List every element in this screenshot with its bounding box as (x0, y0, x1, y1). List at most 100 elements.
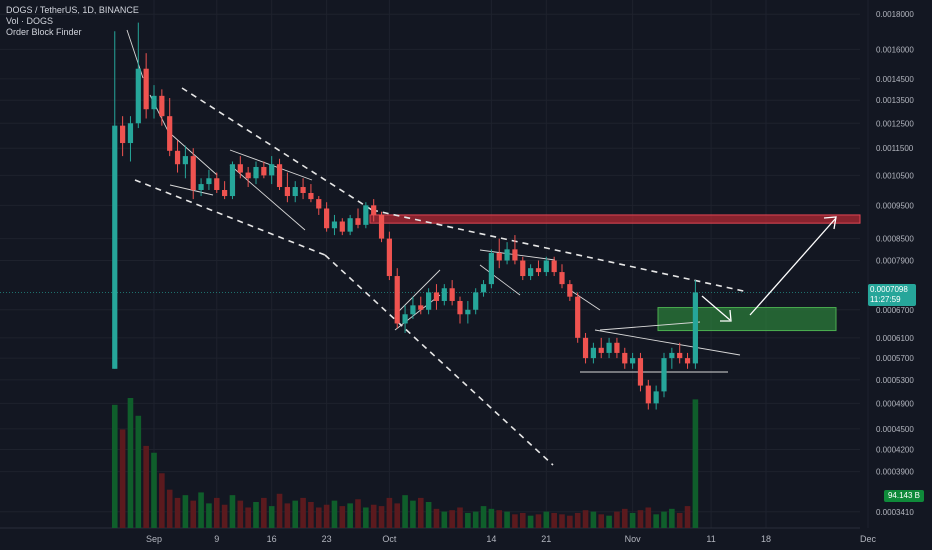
price-tick-label: 0.0007900 (876, 256, 914, 265)
candle-body (441, 288, 447, 301)
candle-body (378, 214, 385, 239)
candle-body (253, 166, 259, 179)
symbol-title[interactable]: DOGS / TetherUS, 1D, BINANCE (6, 5, 139, 15)
candle-body (402, 314, 408, 324)
trendline (599, 321, 701, 331)
candle-body (512, 249, 518, 261)
volume-bar (449, 510, 455, 528)
price-tick-label: 0.0006100 (876, 334, 914, 343)
volume-bar (488, 508, 495, 528)
trendline (479, 264, 521, 296)
candle-body (292, 187, 298, 197)
volume-bar (598, 514, 605, 528)
volume-bar (402, 495, 408, 528)
candle-body (151, 95, 157, 110)
candle-body (237, 164, 243, 173)
trendline (171, 134, 218, 176)
candle-body (692, 292, 698, 364)
candle-body (331, 221, 338, 229)
time-axis[interactable]: Sep 9 16 23 Oct 14 21 Nov 11 18 Dec (146, 534, 877, 544)
volume-bar (253, 502, 259, 528)
trendline (594, 329, 741, 356)
candle-body (590, 347, 596, 359)
volume-bar (645, 507, 652, 528)
resistance-zone (369, 214, 861, 224)
volume-bar (355, 499, 361, 528)
volume-bar (669, 508, 675, 528)
order-block-zones (0, 214, 861, 332)
candle-body (324, 208, 330, 229)
price-axis[interactable]: 0.0018000 0.0016000 0.0014500 0.0013500 0.00… (876, 10, 914, 517)
price-tick-label: 0.0004500 (876, 425, 914, 434)
candle-body (528, 268, 534, 277)
candle-body (222, 189, 228, 197)
price-tick-label: 0.0012500 (876, 119, 914, 128)
volume-indicator-label[interactable]: Vol · DOGS (6, 16, 54, 26)
volume-bar (661, 511, 667, 528)
candle-body (112, 125, 118, 369)
volume-bar (308, 502, 314, 528)
volume-bar (268, 506, 275, 528)
price-tick-label: 0.0008500 (876, 235, 914, 244)
volume-bar (512, 514, 518, 528)
candle-body (559, 272, 565, 285)
candle-body (182, 156, 188, 165)
trendline (394, 294, 441, 331)
volume-bar (543, 511, 550, 528)
candle-body (410, 305, 416, 315)
volume-bar (433, 508, 440, 528)
candle-body (394, 276, 400, 324)
price-tick-label: 0.0018000 (876, 10, 914, 19)
candle-body (190, 156, 196, 190)
volume-bar (410, 500, 416, 528)
candle-body (567, 284, 573, 297)
volume-bar (182, 495, 189, 528)
candle-body (488, 253, 494, 285)
price-tick-label: 0.0004200 (876, 445, 914, 454)
volume-bar (692, 399, 699, 528)
time-tick-label: 9 (214, 534, 219, 544)
price-tick-label: 0.0010500 (876, 171, 914, 180)
candle-body (316, 199, 322, 209)
volume-bar (245, 507, 251, 528)
volume-bar (567, 515, 573, 528)
volume-bar (394, 503, 401, 528)
time-tick-label: 11 (706, 534, 715, 544)
time-tick-label: 14 (486, 534, 496, 544)
volume-bar (441, 511, 448, 528)
volume-bar (614, 511, 620, 528)
price-tick-label: 0.0003410 (876, 508, 914, 517)
candle-body (120, 125, 126, 144)
volume-bar (535, 514, 542, 528)
volume-bar (237, 500, 244, 528)
candle-body (669, 352, 675, 359)
candle-body (229, 164, 236, 197)
volume-bar (363, 507, 369, 528)
volume-bar (417, 497, 424, 528)
order-block-indicator-label[interactable]: Order Block Finder (6, 27, 82, 37)
volume-bar (111, 404, 118, 528)
price-tick-label: 0.0016000 (876, 45, 914, 54)
candle-body (480, 284, 487, 293)
time-tick-label: Dec (860, 534, 877, 544)
candle-body (614, 342, 620, 353)
candle-body (645, 385, 651, 404)
trendline (394, 269, 441, 316)
candle-body (426, 292, 432, 310)
candle-body (261, 166, 267, 176)
candle-body (630, 358, 636, 364)
trendline (169, 184, 214, 196)
arrow-up-head (823, 216, 837, 230)
volume-bar (347, 503, 353, 528)
candle-body (269, 164, 275, 176)
candle-body (245, 172, 251, 179)
volume-bars (111, 398, 699, 528)
time-tick-label: 18 (761, 534, 771, 544)
volume-bar (606, 515, 612, 528)
candle-body (214, 178, 220, 190)
dashed-trendline (324, 254, 554, 466)
volume-bar (323, 504, 330, 528)
volume-bar (590, 511, 597, 528)
candle-body (653, 391, 659, 404)
